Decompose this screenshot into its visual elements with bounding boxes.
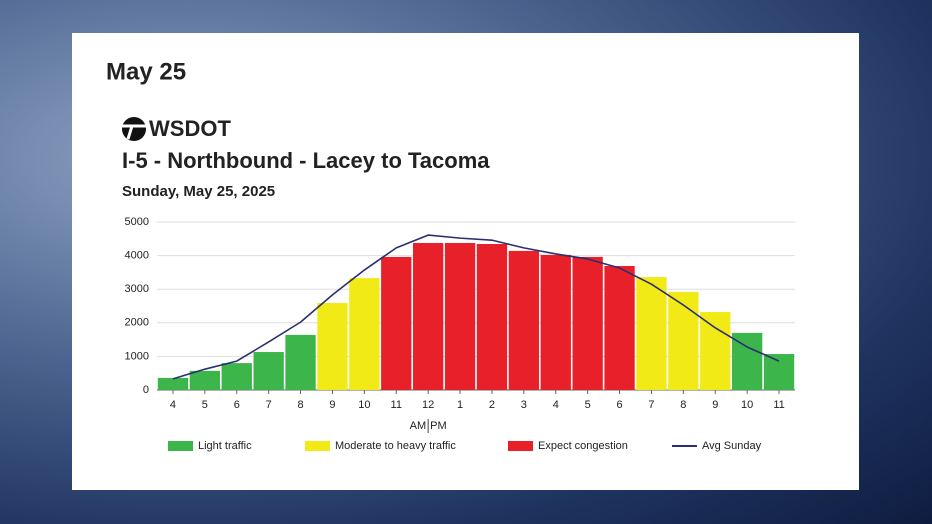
x-tick-label: 8 — [680, 399, 686, 411]
chart-title: I-5 - Northbound - Lacey to Tacoma — [122, 148, 490, 173]
chart: May 25 WSDOT I-5 - Northbound - Lacey to… — [106, 58, 795, 452]
bar — [412, 243, 444, 390]
x-tick-label: 11 — [773, 399, 784, 411]
legend-swatch — [168, 441, 193, 451]
bar — [189, 370, 221, 390]
bar — [221, 363, 252, 390]
bar — [317, 302, 348, 390]
x-tick-label: 11 — [391, 399, 402, 411]
legend-label: Avg Sunday — [702, 440, 762, 452]
bar — [763, 354, 795, 390]
header: May 25 — [106, 58, 186, 85]
y-tick-label: 4000 — [125, 250, 149, 262]
bar — [381, 256, 412, 390]
x-tick-label: 7 — [266, 399, 272, 411]
x-tick-label: 10 — [741, 399, 753, 411]
logo-text: WSDOT — [149, 116, 231, 141]
x-tick-label: 4 — [170, 399, 176, 411]
legend-swatch — [305, 441, 330, 451]
x-tick-label: 9 — [712, 399, 718, 411]
x-tick-label: 9 — [329, 399, 335, 411]
bar — [476, 244, 508, 390]
bar — [604, 266, 635, 390]
x-tick-label: 3 — [521, 399, 527, 411]
bar — [731, 332, 763, 390]
x-tick-label: 6 — [234, 399, 240, 411]
x-tick-label: 1 — [457, 399, 463, 411]
logo-icon — [122, 117, 146, 141]
x-tick-label: 4 — [553, 399, 559, 411]
x-tick-label: 7 — [648, 399, 654, 411]
y-tick-label: 3000 — [125, 283, 149, 295]
bar — [572, 256, 603, 390]
y-tick-label: 2000 — [125, 317, 149, 329]
legend-swatch — [508, 441, 533, 451]
legend-label: Moderate to heavy traffic — [335, 440, 456, 452]
x-tick-label: 12 — [422, 399, 434, 411]
bar — [508, 250, 540, 390]
bar — [157, 377, 189, 390]
x-axis-label: AM — [410, 420, 427, 432]
bar — [668, 291, 699, 390]
bar — [285, 334, 316, 390]
y-tick-label: 5000 — [125, 216, 149, 228]
x-tick-label: 5 — [585, 399, 591, 411]
y-tick-label: 0 — [143, 384, 149, 396]
line — [172, 234, 780, 380]
x-axis-label: PM — [430, 420, 447, 432]
bar — [700, 312, 731, 390]
chart-subtitle: Sunday, May 25, 2025 — [122, 183, 275, 200]
bar — [349, 278, 380, 390]
bar — [444, 243, 476, 390]
legend-label: Expect congestion — [538, 440, 628, 452]
bar — [253, 352, 284, 390]
x-tick-label: 6 — [616, 399, 622, 411]
x-tick-label: 5 — [202, 399, 208, 411]
card: May 25 WSDOT I-5 - Northbound - Lacey to… — [72, 33, 859, 490]
legend-label: Light traffic — [198, 440, 252, 452]
bar — [540, 254, 571, 390]
x-tick-label: 2 — [489, 399, 495, 411]
bar — [636, 277, 667, 390]
x-tick-label: 10 — [358, 399, 370, 411]
y-tick-label: 1000 — [125, 350, 149, 362]
x-tick-label: 8 — [297, 399, 303, 411]
